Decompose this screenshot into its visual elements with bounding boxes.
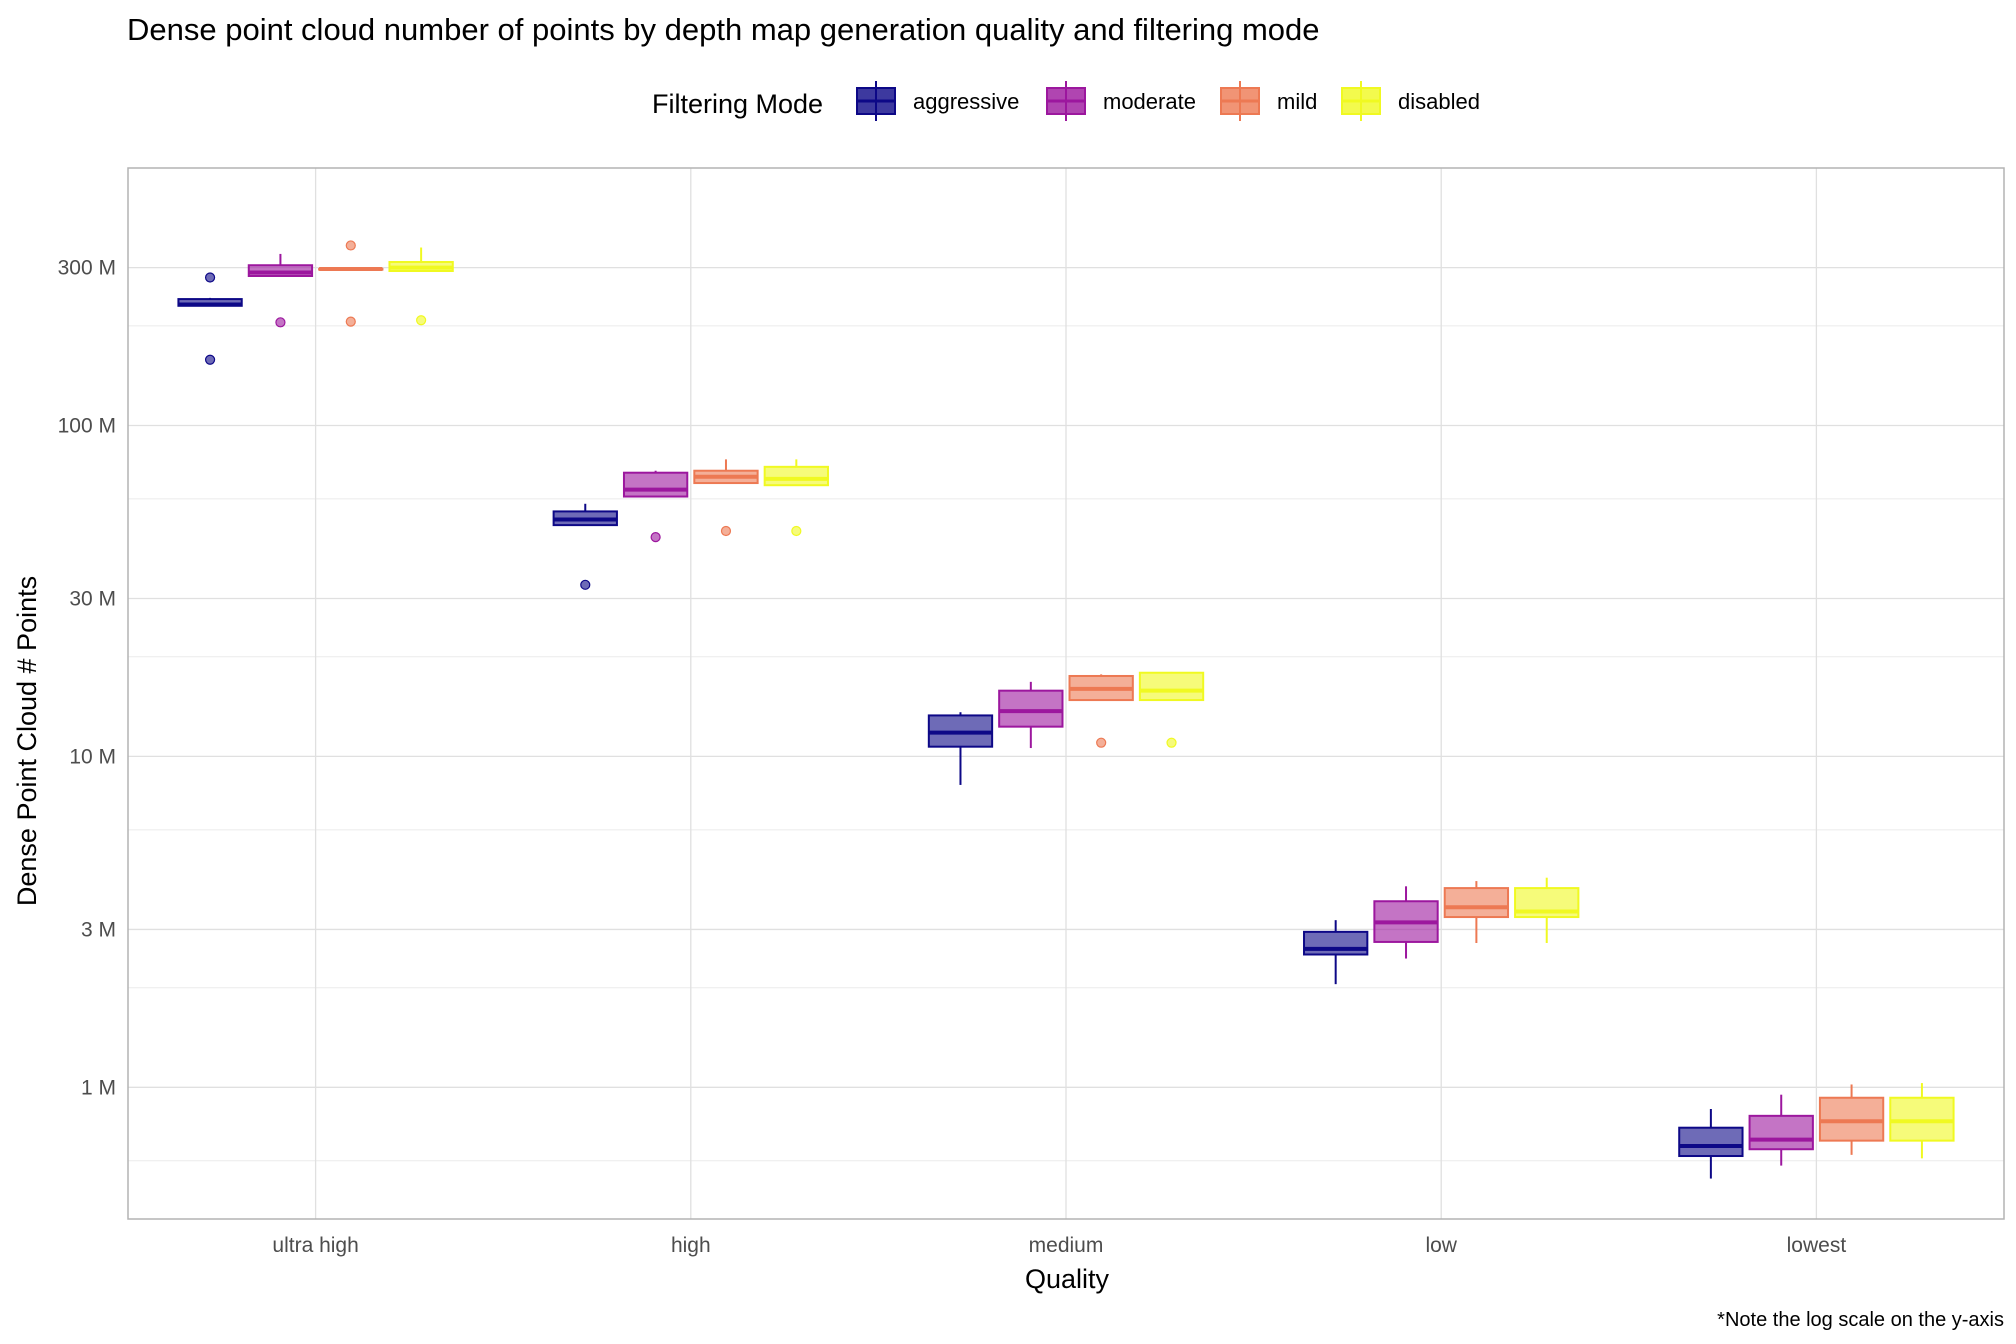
box-aggressive-lowest	[1678, 1108, 1744, 1179]
box-iqr	[1138, 671, 1205, 702]
box-iqr	[1443, 887, 1510, 919]
y-tick-label: 1 M	[81, 1076, 116, 1099]
box-mild-lowest	[1818, 1084, 1885, 1155]
y-tick-label: 300 M	[58, 257, 116, 280]
outlier-point	[1166, 737, 1177, 748]
boxes	[177, 240, 1955, 1179]
box-iqr	[1303, 930, 1369, 956]
box-disabled-lowest	[1889, 1083, 1955, 1159]
outlier-point	[345, 316, 356, 327]
outlier-point	[275, 317, 286, 328]
y-tick-label: 30 M	[69, 588, 116, 611]
box-iqr	[998, 689, 1064, 728]
y-axis-title: Dense Point Cloud # Points	[12, 576, 42, 906]
box-iqr	[763, 465, 829, 487]
legend-label: moderate	[1103, 89, 1196, 114]
x-axis-title: Quality	[1025, 1264, 1110, 1294]
box-moderate-ultra-high	[247, 253, 314, 328]
legend-label: disabled	[1398, 89, 1480, 114]
box-disabled-low	[1514, 877, 1580, 943]
outlier-point	[204, 272, 216, 283]
legend-label: mild	[1277, 89, 1317, 114]
series-moderate	[247, 253, 1814, 1166]
outlier-point	[791, 525, 802, 537]
box-moderate-low	[1373, 886, 1439, 959]
outlier-point	[345, 240, 356, 251]
x-tick-label: medium	[1029, 1234, 1104, 1257]
legend-item-mild: mild	[1220, 81, 1317, 121]
box-moderate-medium	[998, 681, 1064, 749]
box-iqr	[622, 471, 689, 498]
outlier-point	[650, 531, 661, 543]
box-mild-ultra-high	[318, 240, 384, 327]
plot-area	[127, 167, 2005, 1220]
legend-label: aggressive	[913, 89, 1019, 114]
box-disabled-ultra-high	[388, 247, 454, 326]
outlier-point	[416, 315, 427, 326]
box-iqr	[1678, 1126, 1744, 1158]
box-disabled-high	[763, 459, 829, 537]
outlier-point	[1096, 737, 1107, 748]
legend-item-aggressive: aggressive	[856, 81, 1019, 121]
caption-note: *Note the log scale on the y-axis	[1717, 1309, 2004, 1331]
y-tick-label: 100 M	[58, 414, 116, 437]
x-tick-label: ultra high	[272, 1234, 358, 1257]
y-axis-ticks: 1 M 3 M 10 M 30 M 100 M 300 M	[58, 257, 116, 1100]
chart-title: Dense point cloud number of points by de…	[127, 12, 1320, 47]
box-mild-medium	[1068, 674, 1134, 748]
box-moderate-lowest	[1748, 1094, 1814, 1166]
box-iqr	[1748, 1114, 1814, 1151]
legend: Filtering Mode aggressive moderate mild dis…	[652, 81, 1480, 121]
y-tick-label: 3 M	[81, 918, 116, 941]
panel-border	[127, 167, 2005, 1220]
x-tick-label: low	[1425, 1234, 1457, 1257]
legend-item-moderate: moderate	[1046, 81, 1196, 121]
series-disabled	[388, 247, 1955, 1159]
box-disabled-medium	[1138, 671, 1205, 748]
box-mild-low	[1443, 881, 1510, 943]
outlier-point	[580, 579, 591, 590]
series-mild	[318, 240, 1885, 1155]
box-aggressive-medium	[927, 712, 994, 785]
box-moderate-high	[622, 470, 689, 543]
x-tick-label: lowest	[1787, 1234, 1847, 1257]
box-aggressive-low	[1303, 920, 1369, 985]
legend-title: Filtering Mode	[652, 89, 823, 119]
outlier-point	[720, 525, 732, 537]
legend-items: aggressive moderate mild disabled	[856, 81, 1480, 121]
box-aggressive-high	[552, 503, 618, 590]
x-axis-ticks: ultra high high medium low lowest	[272, 1234, 1846, 1257]
box-mild-high	[693, 459, 759, 537]
x-tick-label: high	[671, 1234, 711, 1257]
y-tick-label: 10 M	[69, 745, 116, 768]
box-aggressive-ultra-high	[177, 272, 243, 365]
outlier-point	[204, 354, 216, 365]
legend-item-disabled: disabled	[1341, 81, 1480, 121]
series-aggressive	[177, 272, 1744, 1179]
grid	[128, 168, 2004, 1219]
